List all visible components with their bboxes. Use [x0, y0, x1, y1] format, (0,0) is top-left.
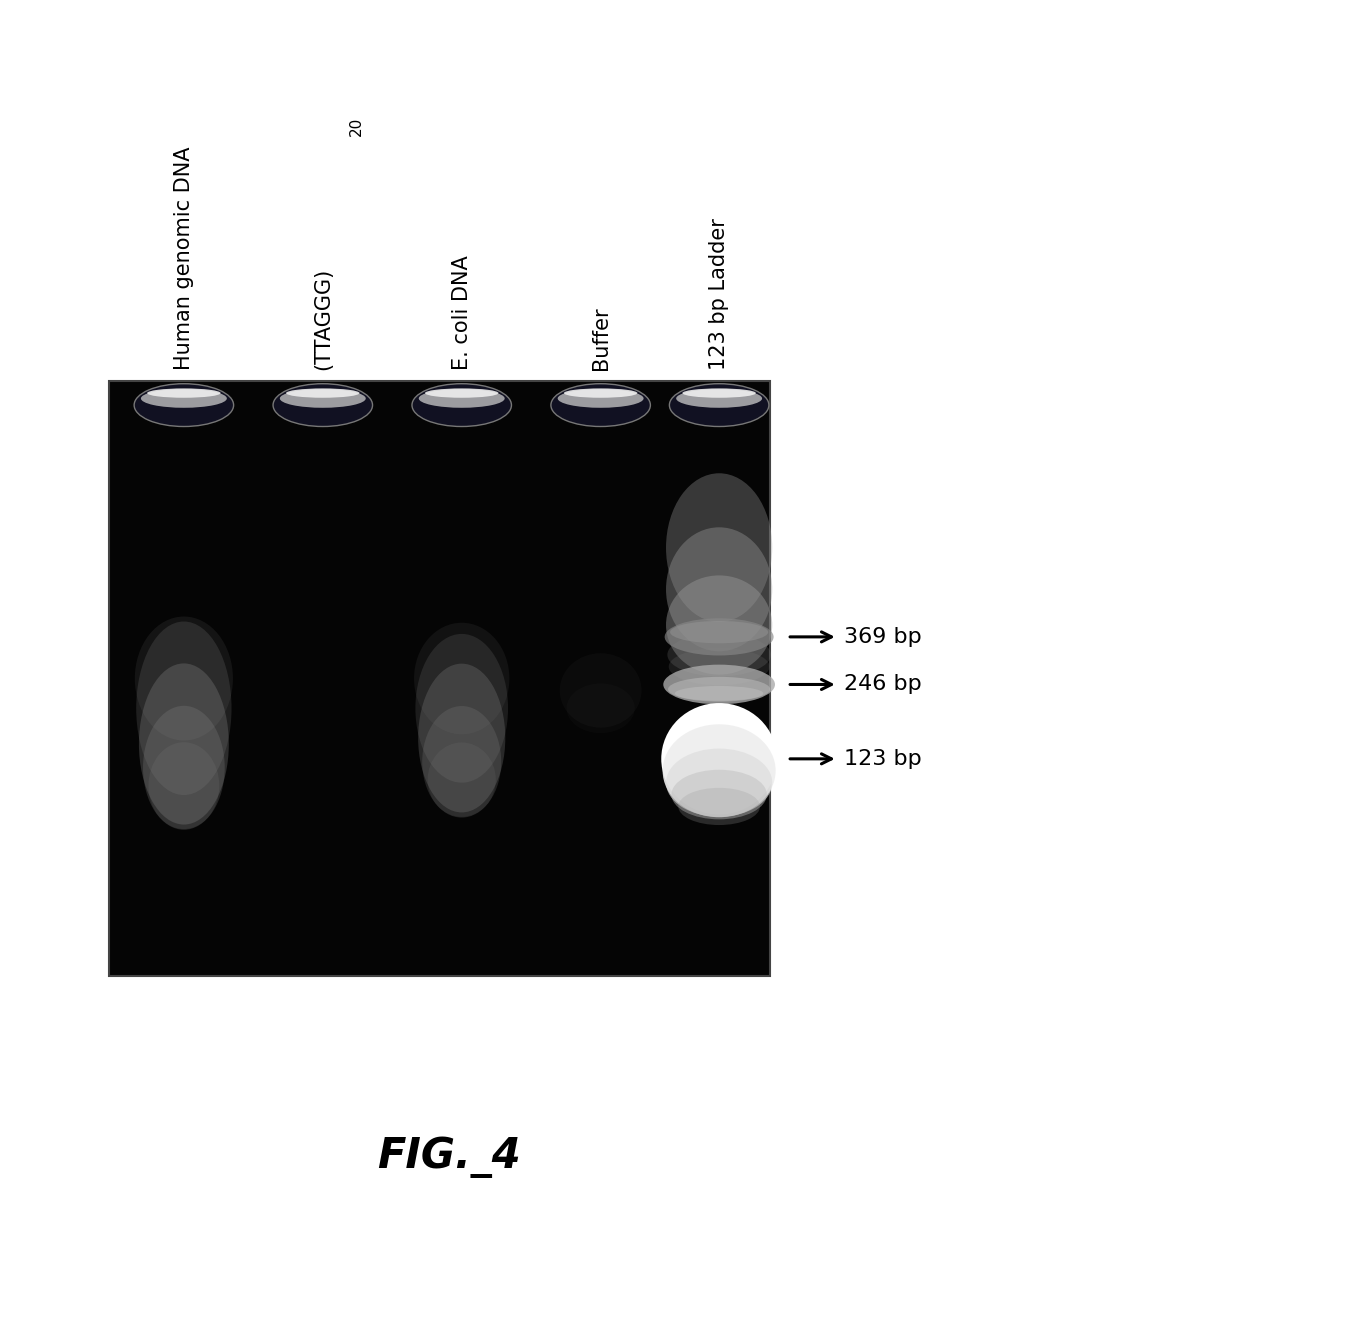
Ellipse shape — [666, 575, 772, 675]
Ellipse shape — [140, 389, 227, 408]
Ellipse shape — [665, 618, 774, 655]
Ellipse shape — [139, 663, 229, 825]
Ellipse shape — [133, 384, 234, 427]
Ellipse shape — [418, 389, 505, 408]
Ellipse shape — [272, 384, 373, 427]
Text: E. coli DNA: E. coli DNA — [452, 255, 471, 370]
Ellipse shape — [148, 742, 219, 829]
Text: 123 bp: 123 bp — [844, 749, 922, 769]
Ellipse shape — [663, 664, 775, 705]
Text: 369 bp: 369 bp — [844, 627, 922, 647]
Bar — [109, 381, 770, 976]
Ellipse shape — [147, 388, 221, 397]
Ellipse shape — [422, 706, 501, 818]
Ellipse shape — [411, 384, 512, 427]
Ellipse shape — [667, 677, 771, 702]
Text: 20: 20 — [349, 118, 365, 136]
Ellipse shape — [279, 389, 366, 408]
Ellipse shape — [286, 388, 360, 397]
Ellipse shape — [669, 384, 770, 427]
Ellipse shape — [550, 384, 651, 427]
Text: FIG._4: FIG._4 — [377, 1135, 522, 1178]
Text: 123 bp Ladder: 123 bp Ladder — [710, 218, 729, 370]
Ellipse shape — [662, 703, 776, 814]
Ellipse shape — [560, 654, 642, 727]
Ellipse shape — [557, 389, 644, 408]
Ellipse shape — [143, 706, 225, 830]
Ellipse shape — [564, 388, 637, 397]
Ellipse shape — [669, 648, 770, 686]
Ellipse shape — [567, 683, 635, 733]
Ellipse shape — [670, 620, 768, 643]
Ellipse shape — [414, 623, 509, 734]
Ellipse shape — [136, 622, 232, 796]
Text: (TTAGGG): (TTAGGG) — [313, 269, 332, 370]
Ellipse shape — [682, 388, 756, 397]
Ellipse shape — [418, 663, 505, 813]
Ellipse shape — [662, 725, 776, 817]
Ellipse shape — [415, 634, 508, 782]
Ellipse shape — [666, 527, 772, 651]
Ellipse shape — [425, 388, 498, 397]
Ellipse shape — [678, 787, 760, 825]
Ellipse shape — [676, 389, 763, 408]
Text: Human genomic DNA: Human genomic DNA — [174, 147, 193, 370]
Ellipse shape — [667, 632, 771, 677]
Text: 246 bp: 246 bp — [844, 674, 922, 694]
Ellipse shape — [676, 686, 763, 701]
Ellipse shape — [666, 473, 772, 622]
Ellipse shape — [428, 742, 496, 817]
Text: Buffer: Buffer — [591, 306, 610, 370]
Ellipse shape — [666, 749, 772, 817]
Ellipse shape — [671, 770, 767, 820]
Ellipse shape — [135, 616, 233, 741]
